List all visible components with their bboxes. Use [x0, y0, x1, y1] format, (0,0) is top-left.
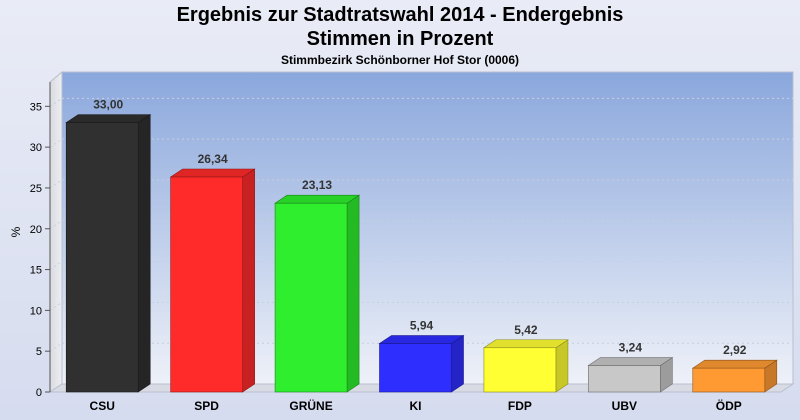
- x-tick-label: ÖDP: [716, 398, 742, 413]
- x-tick-label: UBV: [612, 399, 637, 413]
- y-tick-label: 30: [30, 142, 42, 154]
- y-tick-label: 20: [30, 224, 42, 236]
- y-tick-label: 15: [30, 265, 42, 277]
- bar-csu: 33,00: [65, 98, 152, 393]
- chart-caption: Stimmbezirk Schönborner Hof Stor (0006): [280, 53, 520, 67]
- y-tick-label: 10: [30, 305, 42, 317]
- chart-subtitle: Stimmen in Prozent: [306, 28, 494, 50]
- bar-front: [692, 367, 766, 393]
- bar-top: [169, 168, 256, 178]
- bar-grüne: 23,13: [274, 178, 361, 393]
- bar-side: [137, 114, 151, 393]
- data-label: 2,92: [723, 343, 747, 357]
- x-tick-label: KI: [410, 399, 422, 413]
- bar-top: [691, 359, 778, 369]
- x-tick-label: GRÜNE: [289, 398, 332, 413]
- bar-side: [451, 334, 464, 393]
- bar-side: [242, 168, 255, 393]
- chart-title: Ergebnis zur Stadtratswahl 2014 - Enderg…: [176, 4, 624, 26]
- y-tick-label: 25: [30, 183, 42, 195]
- bar-top: [378, 335, 465, 344]
- x-tick-label: FDP: [508, 399, 532, 413]
- bar-top: [587, 357, 674, 366]
- x-tick-label: CSU: [90, 399, 115, 413]
- y-tick-label: 35: [30, 101, 42, 113]
- bar-side: [555, 339, 569, 393]
- y-axis: 0 5 10 15 20 25 30 35: [30, 82, 51, 399]
- bar-ki: 5,94: [378, 319, 465, 393]
- data-label: 33,00: [93, 98, 123, 112]
- bars: 33,00 26,34 23,13 5,94 5,42 3,24 2,92: [65, 98, 778, 393]
- bar-fdp: 5,42: [482, 323, 569, 393]
- data-label: 5,94: [410, 319, 434, 333]
- bar-front: [274, 202, 348, 393]
- bar-front: [483, 347, 557, 393]
- y-tick-label: 5: [36, 346, 42, 358]
- bar-front: [65, 122, 139, 393]
- bar-top: [65, 114, 152, 123]
- bar-ubv: 3,24: [587, 341, 674, 393]
- bar-ödp: 2,92: [691, 343, 778, 393]
- x-axis: CSU SPD GRÜNE KI FDP UBV ÖDP: [90, 398, 742, 413]
- bar-top: [274, 194, 361, 204]
- data-label: 3,24: [619, 341, 643, 355]
- data-label: 5,42: [514, 323, 538, 337]
- bar-spd: 26,34: [169, 152, 256, 393]
- y-tick-label: 0: [36, 387, 42, 399]
- bar-front: [379, 343, 452, 393]
- data-label: 23,13: [302, 178, 332, 192]
- bar-front: [170, 176, 243, 393]
- y-axis-label: %: [9, 226, 23, 237]
- data-label: 26,34: [198, 152, 228, 166]
- x-tick-label: SPD: [194, 399, 219, 413]
- bar-side: [346, 194, 360, 393]
- bar-top: [482, 339, 569, 349]
- bar-front: [588, 365, 661, 393]
